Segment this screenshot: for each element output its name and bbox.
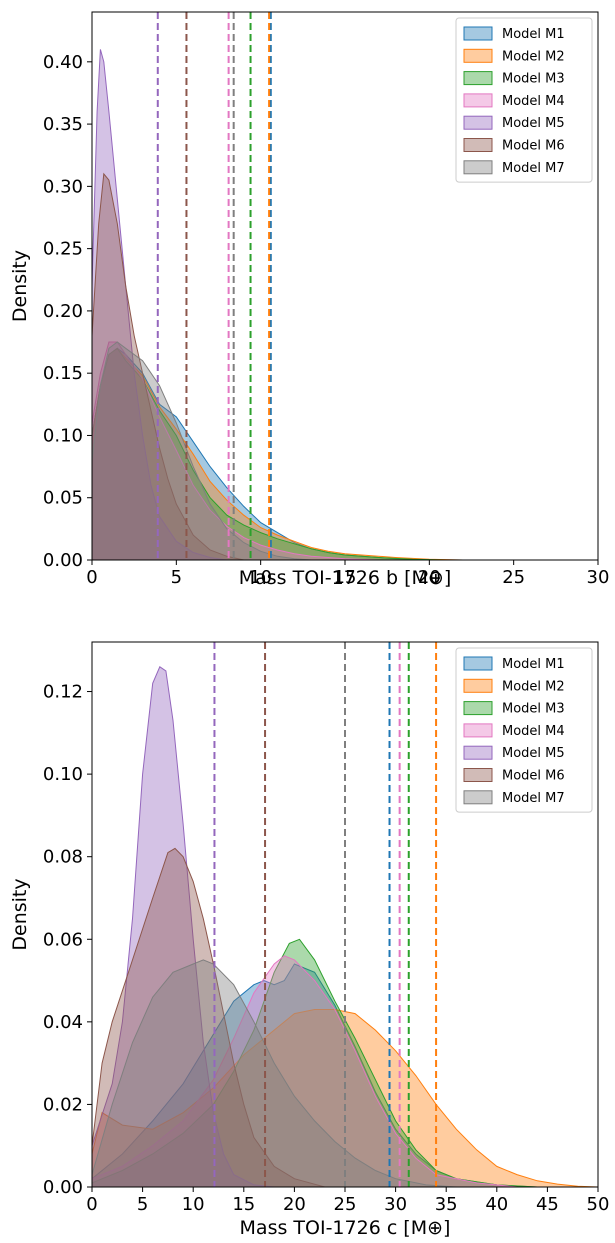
x-tick-label: 30 [384,1194,407,1215]
x-axis-label: Mass TOI-1726 b [M⊕] [239,567,452,589]
y-tick-label: 0.00 [43,550,83,571]
x-tick-label: 10 [249,567,272,588]
y-tick-label: 0.10 [43,764,83,785]
x-tick-label: 40 [485,1194,508,1215]
legend-box [455,17,593,183]
legend-label: Model M3 [502,72,565,87]
legend: Model M1 Model M2 Model M3 Model M4 Model M5… [455,647,593,813]
x-tick-label: 5 [171,567,182,588]
y-tick-label: 0.02 [43,1094,83,1115]
y-tick-label: 0.25 [43,239,83,260]
y-tick-label: 0.15 [43,363,83,384]
legend-swatch [463,93,493,108]
legend-label: Model M6 [502,769,565,784]
legend-label: Model M1 [502,27,565,42]
x-tick-label: 30 [587,567,610,588]
legend-label: Model M5 [502,116,565,131]
x-tick-label: 0 [86,1194,97,1215]
legend-swatch [463,790,493,805]
legend-swatch [463,723,493,738]
x-tick-label: 10 [182,1194,205,1215]
legend-swatch [463,138,493,152]
y-tick-label: 0.30 [43,176,83,197]
legend-swatch [463,48,493,63]
y-tick-label: 0.04 [43,1012,83,1033]
density-area-model-m7 [92,341,312,560]
x-tick-label: 0 [86,567,97,588]
x-tick-label: 15 [232,1194,255,1215]
legend-swatch [463,701,493,716]
y-tick-label: 0.20 [43,301,83,322]
x-tick-label: 50 [587,1194,610,1215]
legend-label: Model M3 [502,702,565,717]
density-area-model-m6 [92,172,244,560]
legend-label: Model M1 [502,657,565,672]
x-tick-label: 20 [283,1194,306,1215]
density-area-model-m5 [92,49,227,560]
y-tick-label: 0.08 [43,847,83,868]
x-tick-label: 35 [435,1194,458,1215]
legend-swatch [463,678,493,693]
y-tick-label: 0.06 [43,929,83,950]
x-tick-label: 20 [418,567,441,588]
y-axis-label: Density [9,878,31,950]
legend-label: Model M5 [502,746,565,761]
density-area-model-m7 [92,959,457,1187]
density-areas [92,12,464,560]
legend-swatch [463,745,493,760]
chart-2: 0 5 10 15 20 25 30 35 40 45 50 0.00 0.02 0.04 0.06 0.08… [9,641,610,1239]
y-axis-label: Density [9,250,31,322]
y-tick-label: 0.40 [43,52,83,73]
y-tick-label: 0.00 [43,1177,83,1198]
density-area-model-m3 [92,347,447,560]
x-tick-label: 45 [536,1194,559,1215]
density-area-model-m4 [92,341,379,560]
legend-swatch [463,26,493,41]
legend-label: Model M2 [502,49,565,64]
legend-label: Model M7 [502,791,565,806]
legend-label: Model M4 [502,94,565,109]
density-area-model-m4 [92,955,518,1187]
x-tick-label: 15 [334,567,357,588]
x-axis-label: Mass TOI-1726 c [M⊕] [240,1217,451,1239]
density-area-model-m6 [92,847,325,1187]
x-tick-label: 5 [137,1194,148,1215]
density-area-model-m5 [92,666,275,1187]
chart-1: 0 5 10 15 20 25 30 0.00 0.05 0.10 0.15 0.20 0.25 0.30… [9,11,610,589]
legend-label: Model M6 [502,139,565,154]
legend-label: Model M7 [502,161,565,176]
x-tick-label: 25 [334,1194,357,1215]
y-tick-label: 0.10 [43,425,83,446]
legend-swatch [463,71,493,86]
legend-swatch [463,768,493,782]
legend: Model M1 Model M2 Model M3 Model M4 Model M5… [455,17,593,183]
x-tick-label: 25 [502,567,525,588]
legend-label: Model M2 [502,679,565,694]
legend-swatch [463,115,493,130]
legend-box [455,647,593,813]
y-tick-label: 0.05 [43,488,83,509]
legend-swatch [463,656,493,671]
y-tick-label: 0.35 [43,114,83,135]
legend-swatch [463,160,493,175]
y-tick-label: 0.12 [43,682,83,703]
density-areas [92,642,598,1187]
density-area-model-m3 [92,938,538,1187]
legend-label: Model M4 [502,724,565,739]
